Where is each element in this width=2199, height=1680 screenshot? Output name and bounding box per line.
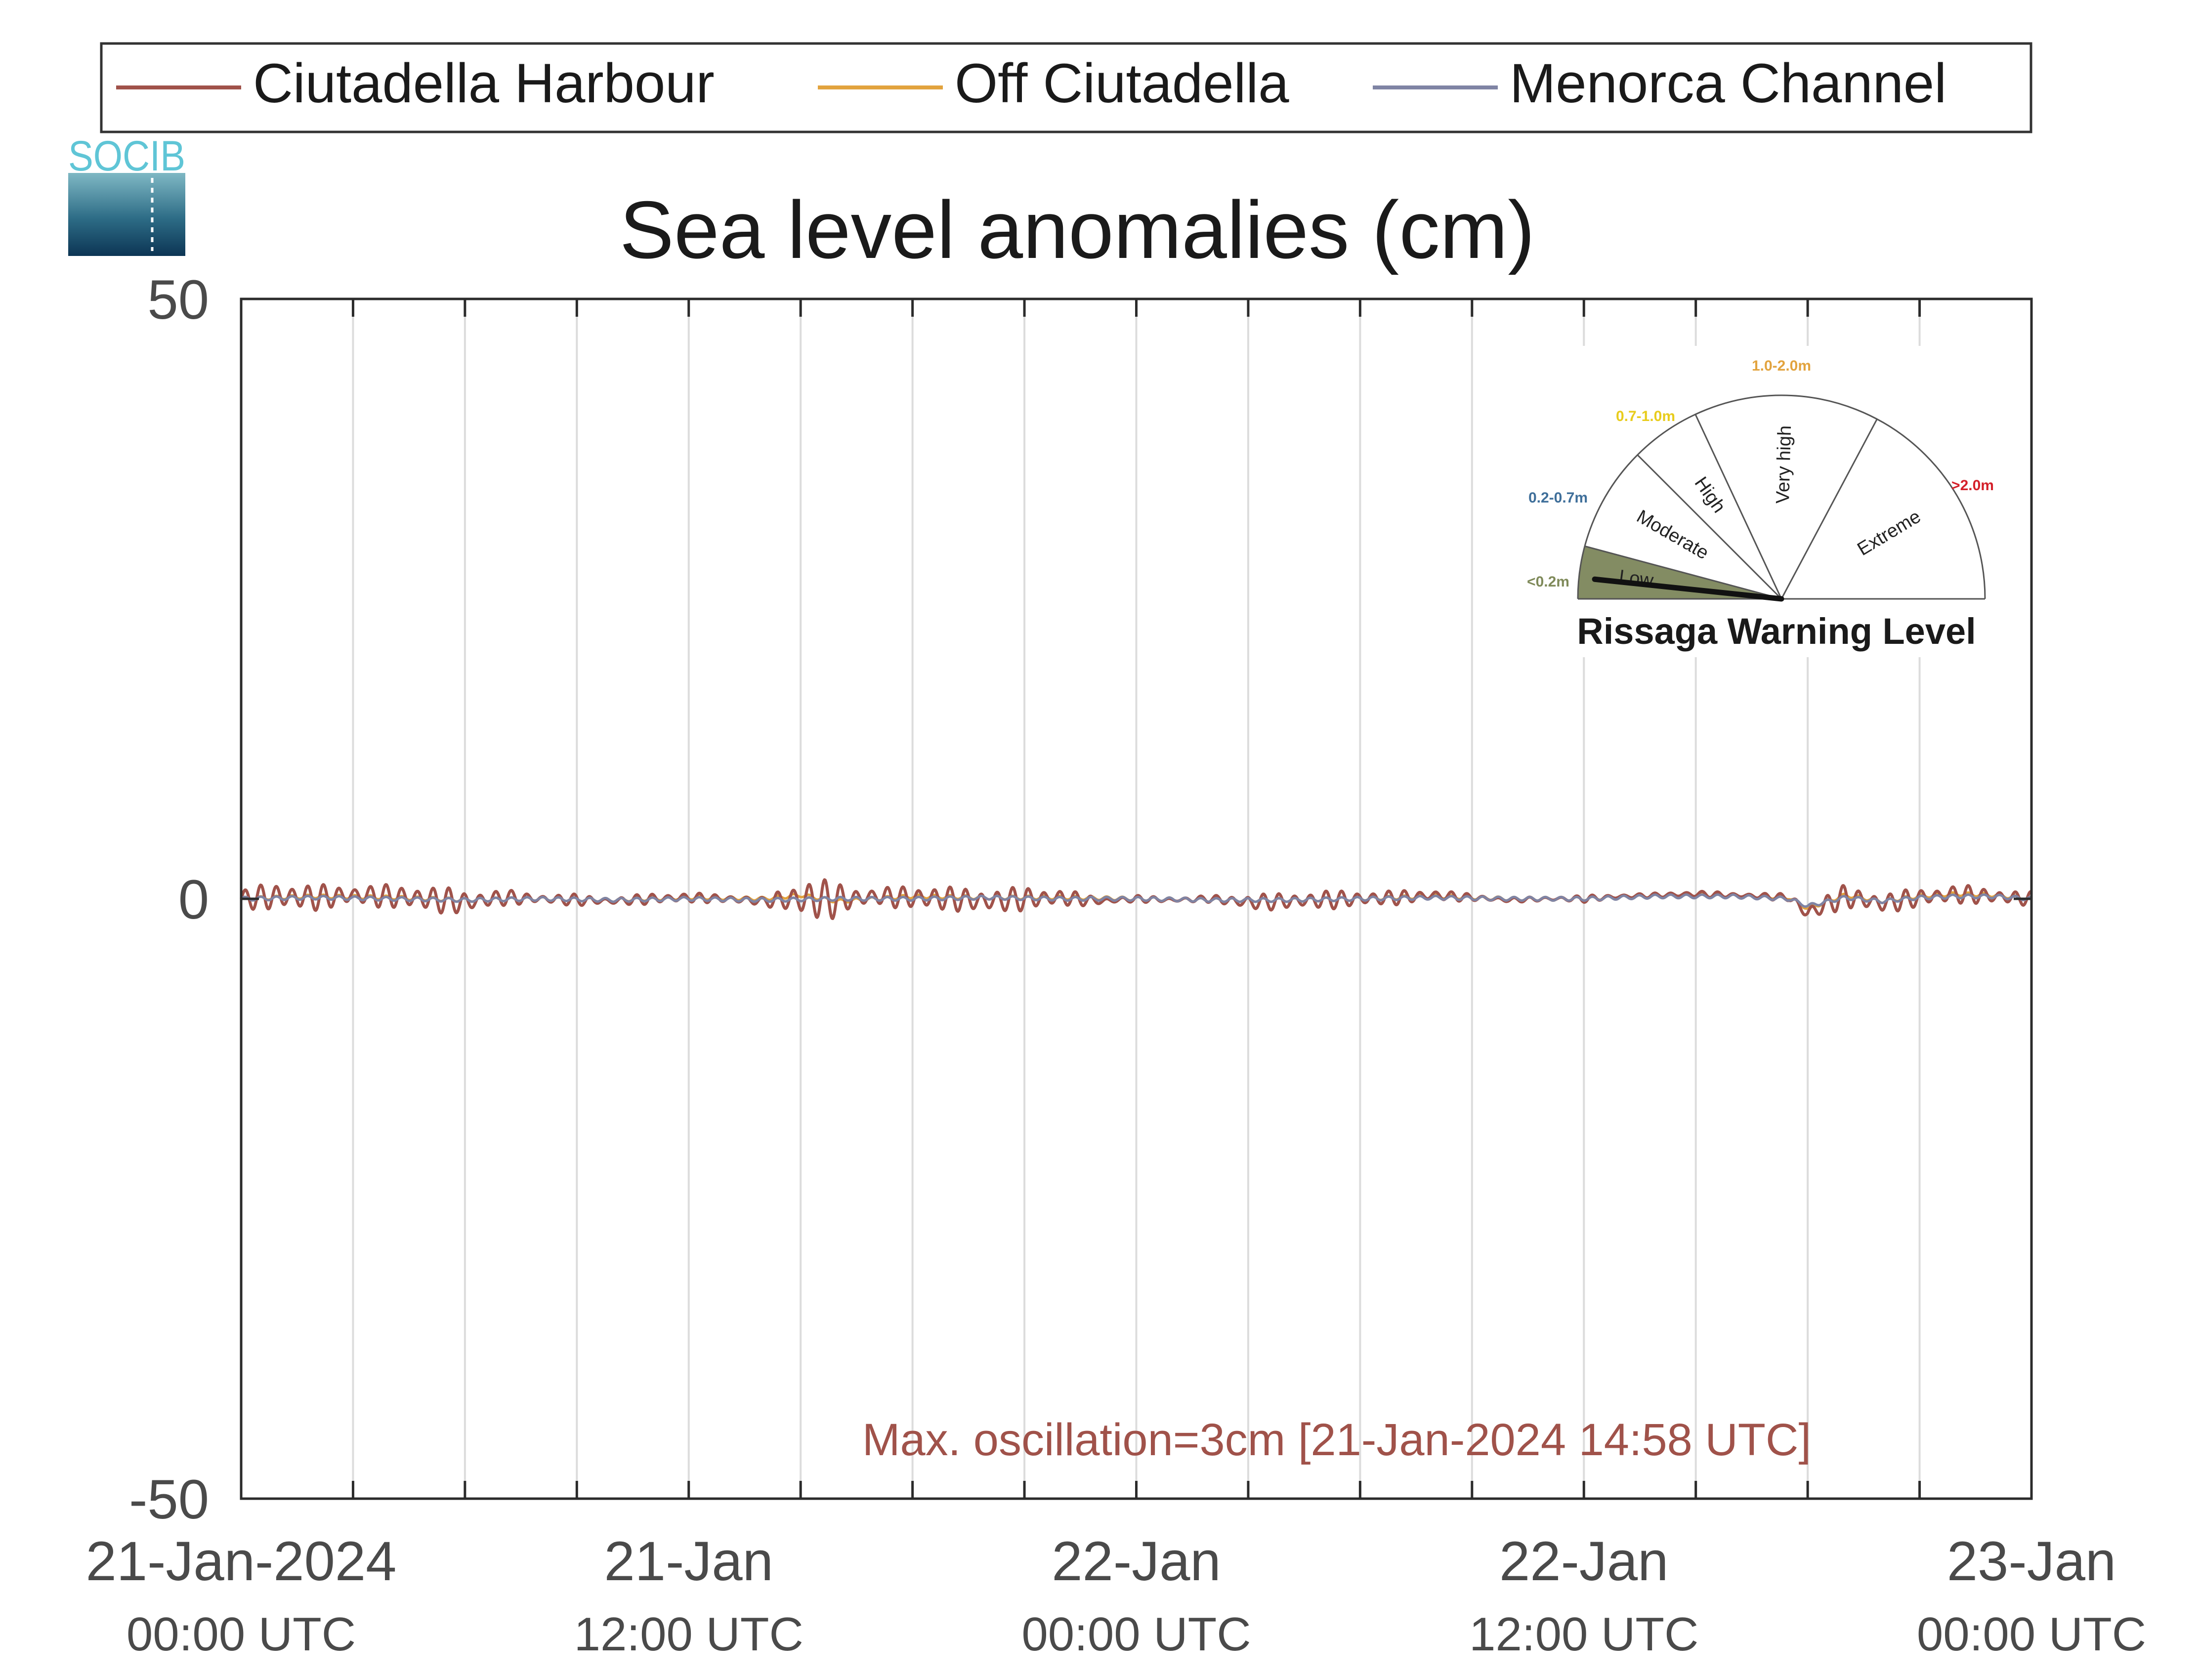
gauge-range-label: 1.0-2.0m [1752, 358, 1811, 374]
x-tick-label-date: 22-Jan [1499, 1530, 1668, 1592]
gauge-divider [1637, 454, 1782, 600]
x-tick-label-time: 12:00 UTC [1469, 1608, 1698, 1661]
series-line-menorca-channel [240, 893, 2032, 908]
gauge-needle [1592, 576, 1784, 602]
gauge-range-label: 0.7-1.0m [1616, 408, 1675, 424]
y-tick-label: 0 [178, 869, 209, 930]
legend: Ciutadella Harbour Off Ciutadella Menorc… [100, 42, 2032, 133]
gauge-range-label: <0.2m [1527, 574, 1569, 590]
x-tick-label-time: 00:00 UTC [1917, 1608, 2146, 1661]
gauge-background [1502, 346, 2026, 657]
gauge-title: Rissaga Warning Level [1577, 611, 1976, 652]
gauge-sector-label: Very high [1773, 425, 1795, 504]
series-layer [240, 878, 2032, 920]
y-tick-label: 50 [147, 269, 209, 331]
logo-block [68, 173, 185, 256]
gauge-range-label: 0.2-0.7m [1528, 490, 1588, 506]
x-tick-labels: 21-Jan-2024 00:00 UTC 21-Jan 12:00 UTC 22-Ja… [86, 1530, 2147, 1661]
y-tick-label: -50 [129, 1469, 209, 1530]
gauge-divider [1584, 545, 1782, 600]
legend-box [100, 42, 2032, 133]
logo-text: SOCIB [68, 132, 185, 180]
axis-ticks [241, 297, 2031, 1500]
gauge-divider [1694, 414, 1782, 599]
chart-title: Sea level anomalies (cm) [620, 184, 1535, 275]
socib-logo: SOCIB [68, 132, 185, 256]
gauge-divider [1780, 419, 1878, 599]
legend-label-off-ciutadella: Off Ciutadella [955, 52, 1289, 114]
legend-label-menorca-channel: Menorca Channel [1510, 52, 1946, 114]
gauge-arc [1577, 394, 1986, 599]
x-tick-label-time: 00:00 UTC [127, 1608, 356, 1661]
x-tick-label-date: 23-Jan [1947, 1530, 2116, 1592]
x-tick-label-time: 12:00 UTC [574, 1608, 803, 1661]
x-tick-label-date: 22-Jan [1052, 1530, 1221, 1592]
x-tick-label-time: 00:00 UTC [1021, 1608, 1251, 1661]
max-oscillation-annotation: Max. oscillation=3cm [21-Jan-2024 14:58 … [862, 1415, 1811, 1465]
x-tick-label-date: 21-Jan [604, 1530, 773, 1592]
y-tick-labels: 50 0 -50 [129, 269, 209, 1530]
x-tick-label-date: 21-Jan-2024 [86, 1530, 397, 1592]
legend-label-ciutadella-harbour: Ciutadella Harbour [253, 52, 715, 114]
gauge-range-label: >2.0m [1951, 477, 1994, 494]
